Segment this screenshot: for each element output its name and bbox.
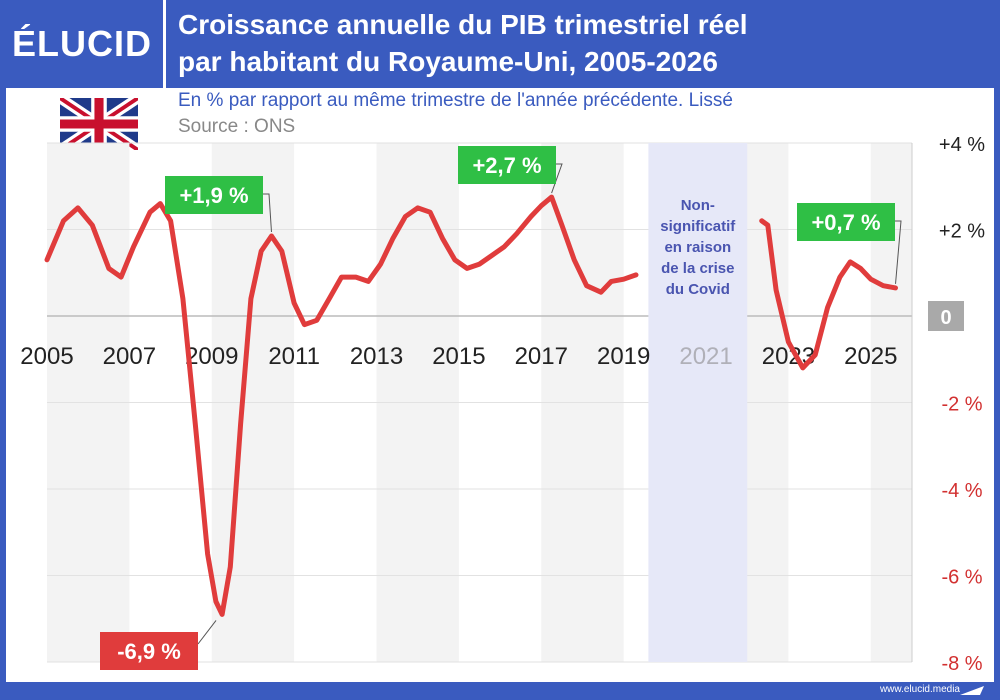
covid-note-line: en raison — [664, 239, 731, 256]
chart-title: Croissance annuelle du PIB trimestriel r… — [178, 6, 978, 80]
x-tick-label: 2005 — [20, 343, 73, 370]
gdp-growth-line — [44, 194, 639, 617]
elucid-logo: ÉLUCID — [12, 23, 152, 64]
header-divider — [163, 0, 166, 88]
x-tick-label: 2017 — [515, 343, 568, 370]
title-line-1: Croissance annuelle du PIB trimestriel r… — [178, 9, 748, 40]
y-tick-label: +4 % — [939, 134, 985, 156]
elucid-mark-icon — [960, 686, 984, 695]
y-tick-label: +2 % — [939, 221, 985, 243]
annotation-badge — [165, 176, 263, 214]
covid-note-line: du Covid — [666, 281, 730, 298]
chart-source: Source : ONS — [178, 116, 296, 137]
x-tick-label: 2025 — [844, 343, 897, 370]
annotation-badge — [100, 632, 198, 670]
annotation-badge — [797, 203, 895, 241]
y-tick-label: 0 — [940, 307, 951, 329]
annotation-label: +0,7 % — [811, 210, 880, 235]
gdp-growth-line — [759, 218, 898, 371]
y-zero-badge — [928, 301, 964, 331]
annotation-leader — [197, 620, 217, 645]
x-tick-label: 2013 — [350, 343, 403, 370]
header-bar: ÉLUCID Croissance annuelle du PIB trimes… — [0, 0, 1000, 88]
annotation-leader — [263, 193, 272, 233]
x-tick-label: 2015 — [432, 343, 485, 370]
annotation-label: +1,9 % — [179, 183, 248, 208]
annotation-label: -6,9 % — [117, 639, 181, 664]
x-tick-label: 2019 — [597, 343, 650, 370]
y-tick-label: -2 % — [941, 394, 982, 416]
uk-flag-icon — [60, 98, 138, 150]
annotation-leader — [895, 220, 902, 284]
footer-url[interactable]: www.elucid.media — [879, 684, 960, 695]
x-tick-label: 2009 — [185, 343, 238, 370]
covid-note-line: Non- — [681, 197, 715, 214]
y-tick-label: -8 % — [941, 653, 982, 675]
covid-note-line: de la crise — [661, 260, 734, 277]
annotation-label: +2,7 % — [472, 153, 541, 178]
x-tick-label: 2021 — [679, 343, 732, 370]
covid-band — [648, 143, 748, 662]
annotation-badge — [458, 146, 556, 184]
x-tick-label: 2011 — [268, 343, 320, 370]
title-line-2: par habitant du Royaume-Uni, 2005-2026 — [178, 46, 718, 77]
y-tick-label: -6 % — [941, 567, 982, 589]
chart-subtitle: En % par rapport au même trimestre de l'… — [178, 90, 733, 111]
covid-note-line: significatif — [660, 218, 736, 235]
x-tick-label: 2007 — [103, 343, 156, 370]
y-tick-label: -4 % — [941, 480, 982, 502]
